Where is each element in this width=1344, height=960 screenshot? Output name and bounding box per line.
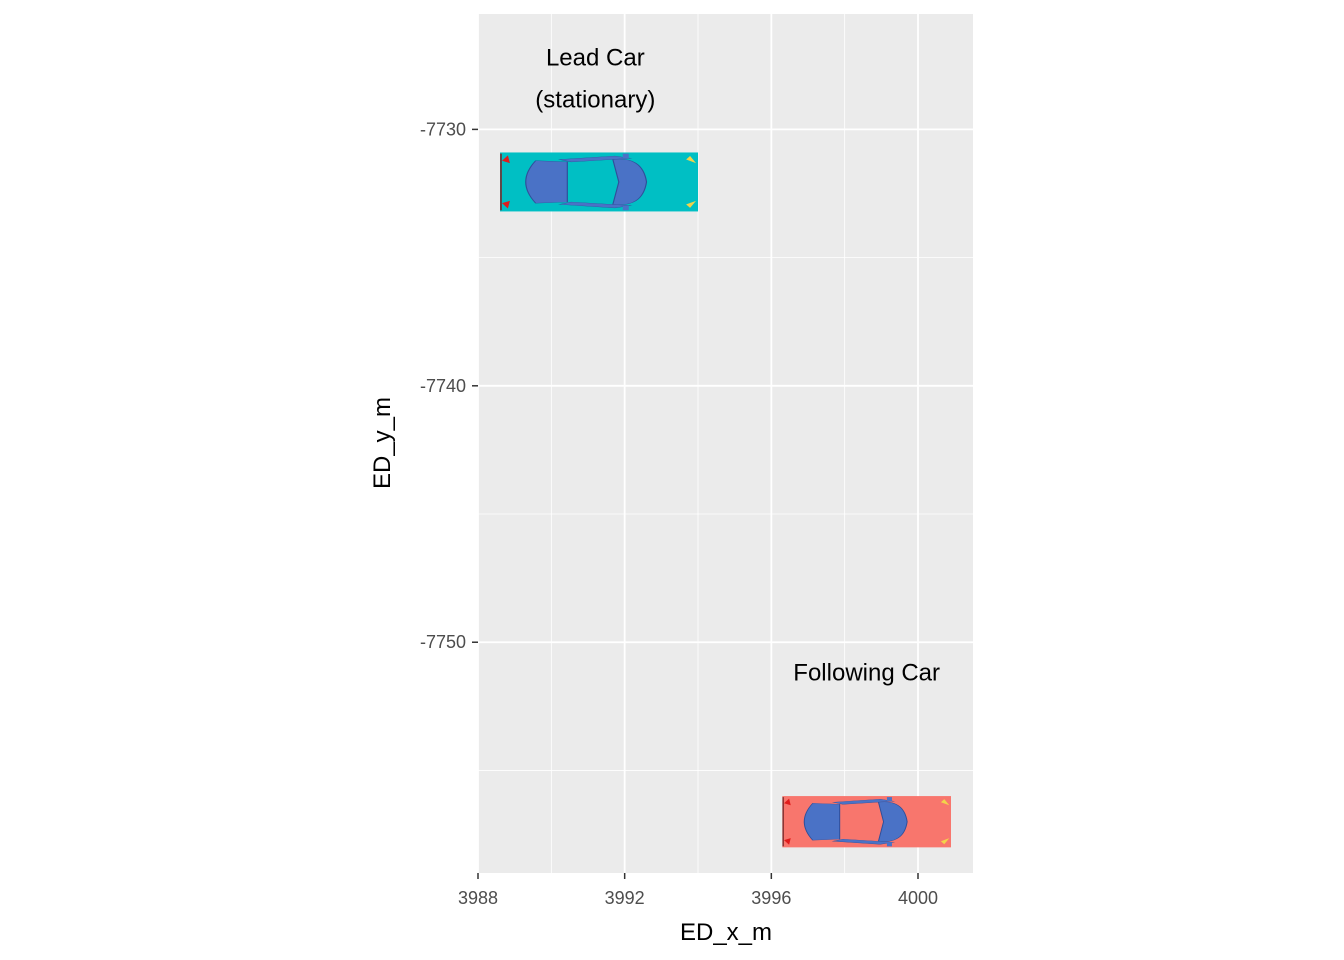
- car-label-line: Following Car: [793, 660, 940, 687]
- car-0: [500, 152, 698, 212]
- y-tick-label: -7740: [420, 376, 466, 396]
- x-axis: 3988 3992 3996 4000: [458, 873, 938, 908]
- car-1: [782, 796, 951, 848]
- x-tick-label: 3988: [458, 888, 498, 908]
- headlight-top: [686, 156, 697, 164]
- major-gridlines: [477, 14, 973, 873]
- car-label-line: (stationary): [535, 86, 655, 113]
- headlight-bottom: [686, 200, 697, 208]
- rear-window: [525, 160, 568, 204]
- y-tick-label: -7750: [420, 632, 466, 652]
- plot-panel: [478, 14, 973, 873]
- mirror-bottom: [886, 842, 892, 847]
- roof-top: [557, 155, 633, 163]
- y-tick-label: -7730: [420, 119, 466, 139]
- headlight-top: [940, 799, 950, 806]
- car-label-0: Lead Car (stationary): [535, 44, 655, 113]
- x-tick-label: 3992: [605, 888, 645, 908]
- roof-bottom: [557, 201, 633, 209]
- car-shape: [500, 153, 697, 211]
- car-label-line: Lead Car: [546, 44, 645, 71]
- x-tick-label: 3996: [751, 888, 791, 908]
- roof-top: [831, 798, 896, 805]
- tail-light-bottom: [501, 200, 510, 209]
- mirror-top: [622, 153, 629, 159]
- roof-bottom: [831, 838, 896, 845]
- y-axis: -7730 -7740 -7750: [420, 119, 478, 652]
- cars-layer: [500, 152, 951, 848]
- car-shape: [782, 797, 950, 847]
- tail-light-top: [501, 155, 510, 164]
- mirror-top: [886, 797, 892, 802]
- windshield: [612, 158, 648, 205]
- rear-window: [803, 803, 841, 841]
- tail-light-bottom: [784, 838, 791, 845]
- y-axis-title: ED_y_m: [369, 397, 396, 489]
- mirror-bottom: [622, 205, 629, 211]
- x-tick-label: 4000: [898, 888, 938, 908]
- headlight-bottom: [940, 838, 950, 845]
- car-label-1: Following Car: [793, 660, 940, 687]
- tail-light-top: [784, 798, 791, 806]
- x-axis-title: ED_x_m: [680, 919, 772, 946]
- annotations-layer: Lead Car (stationary) Following Car: [535, 44, 940, 686]
